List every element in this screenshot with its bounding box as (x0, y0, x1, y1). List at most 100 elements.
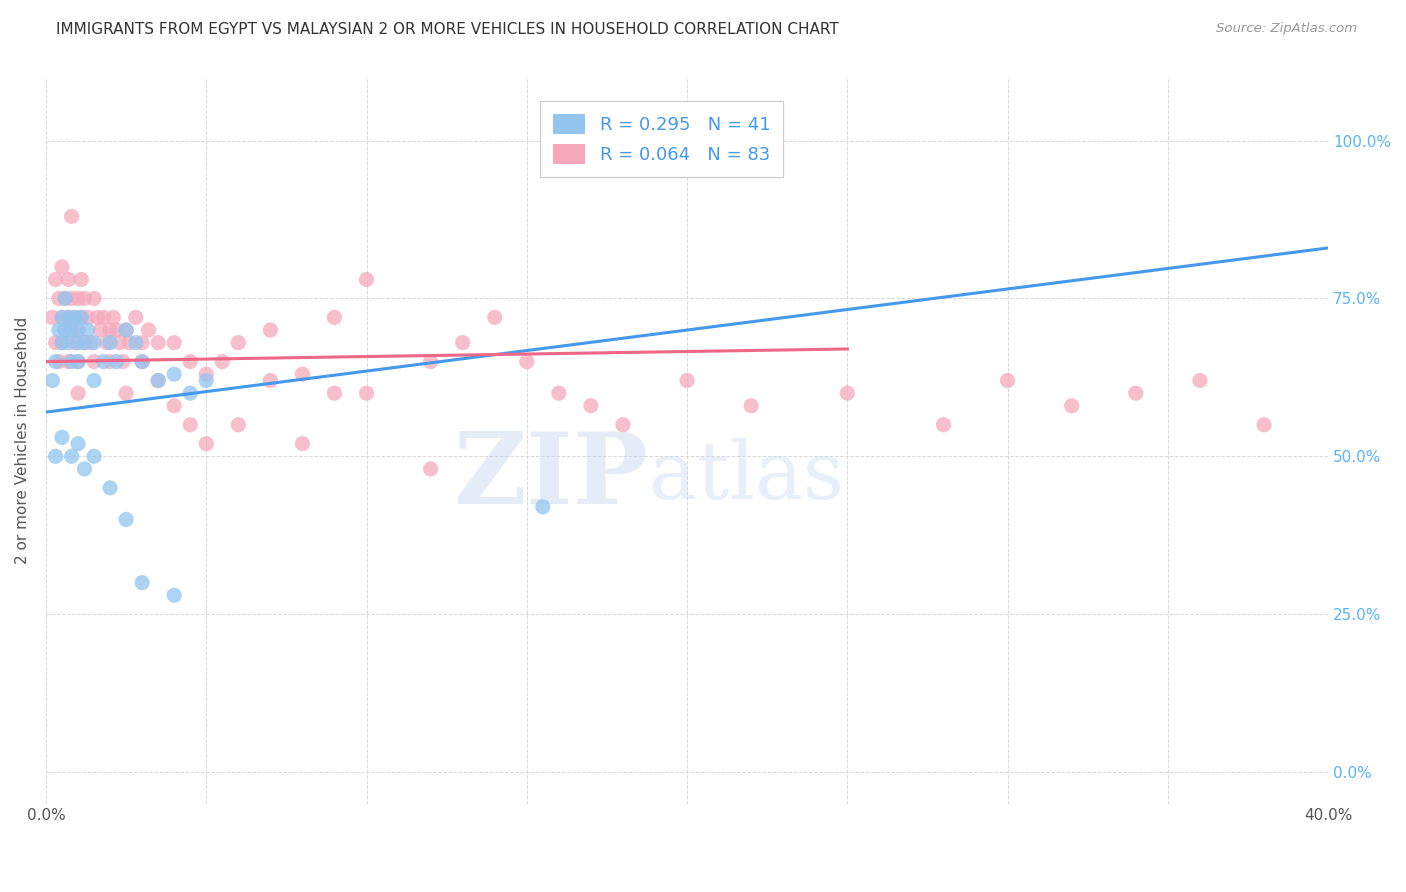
Point (1253, 417, 1275, 432)
Point (226, 335, 249, 350)
Point (291, 436, 314, 450)
Point (131, 335, 153, 350)
Point (98, 354, 121, 368)
Point (163, 588, 186, 602)
Point (66, 386, 89, 401)
Point (58, 335, 80, 350)
Point (89, 323, 111, 337)
Point (60, 323, 83, 337)
Point (195, 368, 218, 382)
Point (226, 417, 249, 432)
Point (51, 310, 73, 325)
Point (83, 335, 105, 350)
Legend: R = 0.295   N = 41, R = 0.064   N = 83: R = 0.295 N = 41, R = 0.064 N = 83 (540, 101, 783, 177)
Point (1188, 374, 1211, 388)
Point (93, 310, 115, 325)
Point (66, 323, 89, 337)
Point (93, 354, 115, 368)
Point (60, 323, 83, 337)
Text: IMMIGRANTS FROM EGYPT VS MALAYSIAN 2 OR MORE VEHICLES IN HOUSEHOLD CORRELATION C: IMMIGRANTS FROM EGYPT VS MALAYSIAN 2 OR … (56, 22, 839, 37)
Point (86, 310, 108, 325)
Point (48, 292, 70, 306)
Point (48, 323, 70, 337)
Point (531, 500, 554, 514)
Point (179, 417, 201, 432)
Text: ZIP: ZIP (454, 428, 648, 525)
Point (60, 354, 83, 368)
Point (146, 374, 169, 388)
Point (108, 335, 131, 350)
Point (73, 292, 96, 306)
Point (676, 374, 699, 388)
Point (356, 272, 378, 286)
Point (118, 335, 141, 350)
Point (41, 374, 63, 388)
Point (53, 323, 76, 337)
Point (103, 310, 125, 325)
Point (66, 292, 89, 306)
Point (60, 210, 83, 224)
Point (76, 310, 98, 325)
Point (612, 417, 634, 432)
Point (195, 436, 218, 450)
Point (131, 575, 153, 590)
Point (323, 386, 346, 401)
Point (98, 481, 121, 495)
Point (323, 310, 346, 325)
Point (83, 292, 105, 306)
Point (51, 310, 73, 325)
Point (53, 292, 76, 306)
Point (1060, 399, 1083, 413)
Point (291, 368, 314, 382)
Point (73, 462, 96, 476)
Point (131, 354, 153, 368)
Point (70, 310, 93, 325)
Point (111, 354, 134, 368)
Point (45, 335, 67, 350)
Point (125, 310, 148, 325)
Point (195, 374, 218, 388)
Point (53, 323, 76, 337)
Point (547, 386, 569, 401)
Text: Source: ZipAtlas.com: Source: ZipAtlas.com (1216, 22, 1357, 36)
Point (76, 323, 98, 337)
Point (45, 354, 67, 368)
Point (60, 292, 83, 306)
Point (138, 323, 160, 337)
Point (163, 399, 186, 413)
Point (1125, 386, 1147, 401)
Point (83, 354, 105, 368)
Point (932, 417, 955, 432)
Point (179, 386, 201, 401)
Point (115, 323, 138, 337)
Point (146, 374, 169, 388)
Point (66, 354, 89, 368)
Point (115, 386, 138, 401)
Y-axis label: 2 or more Vehicles in Household: 2 or more Vehicles in Household (15, 317, 30, 564)
Point (58, 310, 80, 325)
Point (58, 310, 80, 325)
Point (63, 310, 86, 325)
Point (211, 354, 233, 368)
Point (997, 374, 1019, 388)
Point (83, 374, 105, 388)
Point (115, 323, 138, 337)
Point (98, 323, 121, 337)
Point (70, 272, 93, 286)
Point (73, 335, 96, 350)
Point (740, 399, 762, 413)
Point (131, 354, 153, 368)
Point (163, 335, 186, 350)
Point (125, 335, 148, 350)
Point (63, 335, 86, 350)
Point (66, 354, 89, 368)
Point (60, 450, 83, 464)
Point (419, 354, 441, 368)
Point (83, 450, 105, 464)
Point (96, 335, 118, 350)
Point (73, 335, 96, 350)
Point (66, 335, 89, 350)
Point (51, 430, 73, 444)
Point (45, 450, 67, 464)
Point (58, 354, 80, 368)
